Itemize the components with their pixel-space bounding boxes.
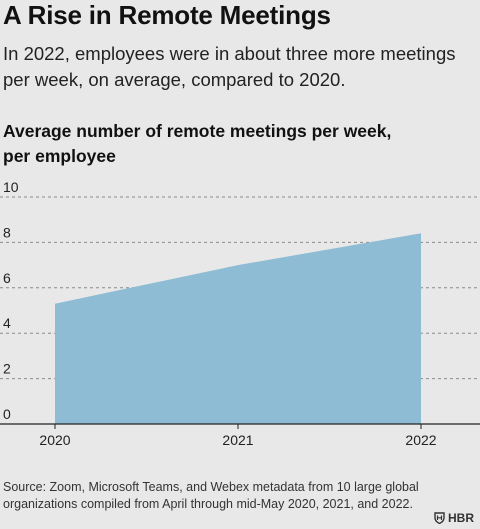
y-tick-label: 0 (3, 406, 11, 422)
hbr-logo: HBR (434, 511, 474, 525)
y-tick-label: 2 (3, 361, 11, 377)
x-tick-label: 2021 (222, 432, 253, 448)
page-subtitle: In 2022, employees were in about three m… (3, 43, 456, 90)
x-tick-label: 2020 (39, 432, 70, 448)
chart-title: Average number of remote meetings per we… (3, 121, 392, 166)
page-title: A Rise in Remote Meetings (3, 0, 331, 30)
source-note: Source: Zoom, Microsoft Teams, and Webex… (3, 480, 419, 511)
y-tick-label: 10 (3, 179, 19, 195)
brand-text: HBR (448, 511, 474, 525)
area-chart: 0 2 4 6 8 10 2020 2021 2022 (0, 179, 480, 448)
y-tick-label: 6 (3, 270, 11, 286)
x-axis (0, 423, 480, 429)
y-tick-label: 8 (3, 224, 11, 240)
area-fill (55, 233, 421, 424)
tick-labels: 0 2 4 6 8 10 2020 2021 2022 (3, 179, 437, 448)
shield-icon (434, 512, 445, 524)
y-tick-label: 4 (3, 315, 11, 331)
x-tick-label: 2022 (405, 432, 436, 448)
area-series (55, 233, 421, 424)
